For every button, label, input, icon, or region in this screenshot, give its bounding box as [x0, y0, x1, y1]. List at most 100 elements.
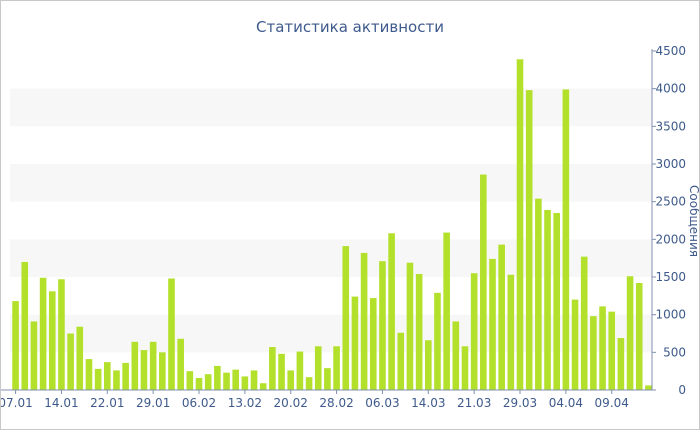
y-tick-label: 3500	[655, 119, 686, 133]
bar	[30, 321, 38, 390]
bar	[131, 341, 139, 390]
bar	[186, 371, 194, 390]
chart-title: Статистика активности	[256, 18, 444, 36]
bar	[590, 316, 597, 390]
bar	[369, 298, 377, 390]
bar	[489, 258, 496, 390]
bar	[626, 276, 634, 390]
y-tick-label: 1500	[655, 270, 686, 284]
bar	[434, 292, 441, 390]
bar	[296, 351, 304, 390]
y-tick-label: 2000	[655, 232, 686, 246]
bar	[58, 279, 65, 390]
y-tick-label: 3000	[655, 157, 686, 171]
bar	[507, 274, 515, 390]
bar	[406, 262, 414, 390]
bar	[379, 261, 386, 390]
x-tick-label: 28.02	[319, 396, 353, 410]
x-tick-label: 04.04	[549, 396, 583, 410]
bar	[461, 346, 469, 390]
x-tick-label: 21.03	[457, 396, 491, 410]
bar	[278, 353, 285, 390]
x-tick-label: 29.03	[503, 396, 537, 410]
bar	[351, 296, 359, 390]
x-tick-label: 29.01	[136, 396, 170, 410]
bar	[94, 368, 102, 390]
bar	[48, 291, 56, 390]
bar	[516, 59, 524, 390]
bar	[608, 311, 616, 390]
x-tick-label: 06.03	[365, 396, 399, 410]
y-tick-label: 4000	[655, 82, 686, 96]
bars	[12, 59, 652, 391]
y-tick-label: 2500	[655, 195, 686, 209]
bar	[39, 277, 47, 390]
bar	[305, 377, 313, 390]
grid-band	[10, 88, 652, 127]
bar	[360, 252, 368, 390]
y-ticks: 0 500 1000 1500 2000 2500 3000 3500 4000 4500	[652, 44, 686, 397]
bar	[159, 352, 166, 390]
y-axis-label: Сообщения	[687, 185, 699, 257]
bar	[425, 340, 432, 390]
bar	[241, 376, 249, 390]
bar	[204, 374, 212, 390]
y-tick-label: 500	[663, 345, 686, 359]
bar	[21, 261, 29, 390]
bar	[269, 347, 276, 390]
bar	[140, 350, 148, 390]
bar	[580, 256, 588, 390]
bar	[535, 198, 542, 390]
x-tick-label: 09.04	[595, 396, 629, 410]
bar	[599, 306, 606, 390]
bar	[113, 370, 120, 390]
bar	[617, 338, 625, 390]
bar	[397, 332, 405, 390]
bar	[388, 233, 395, 390]
bar	[259, 383, 267, 390]
bar	[324, 368, 331, 390]
bar	[470, 273, 478, 390]
bar	[76, 326, 84, 390]
bar	[104, 362, 111, 390]
bar	[85, 359, 93, 390]
bar	[342, 246, 350, 390]
bar	[553, 212, 560, 390]
bar	[498, 244, 505, 390]
bar	[232, 369, 239, 390]
bar	[562, 89, 570, 391]
bar	[544, 209, 551, 390]
grid-band	[10, 164, 652, 202]
bar	[168, 278, 175, 390]
x-tick-label: 22.01	[90, 396, 124, 410]
bar	[525, 90, 533, 391]
y-tick-label: 1000	[655, 308, 686, 322]
bar	[195, 377, 203, 390]
bar	[214, 365, 221, 390]
bar	[149, 341, 157, 390]
bar	[67, 333, 74, 390]
bar	[177, 338, 184, 390]
x-tick-label: 20.02	[274, 396, 308, 410]
bar	[452, 321, 460, 390]
x-tick-label: 14.03	[411, 396, 445, 410]
bar	[333, 346, 340, 390]
y-tick-label: 4500	[655, 44, 686, 58]
y-tick-label: 0	[678, 383, 686, 397]
bar	[571, 299, 579, 390]
bar	[480, 174, 487, 390]
x-tick-label: 13.02	[228, 396, 262, 410]
bar	[223, 372, 230, 390]
bar	[645, 385, 652, 390]
x-tick-label: 07.01	[1, 396, 33, 410]
x-tick-label: 06.02	[182, 396, 216, 410]
bar	[415, 273, 423, 390]
bar	[250, 370, 258, 390]
bar	[635, 283, 643, 390]
bar	[12, 301, 19, 390]
bar	[287, 370, 295, 390]
x-tick-label: 14.01	[44, 396, 78, 410]
bar	[122, 362, 129, 390]
